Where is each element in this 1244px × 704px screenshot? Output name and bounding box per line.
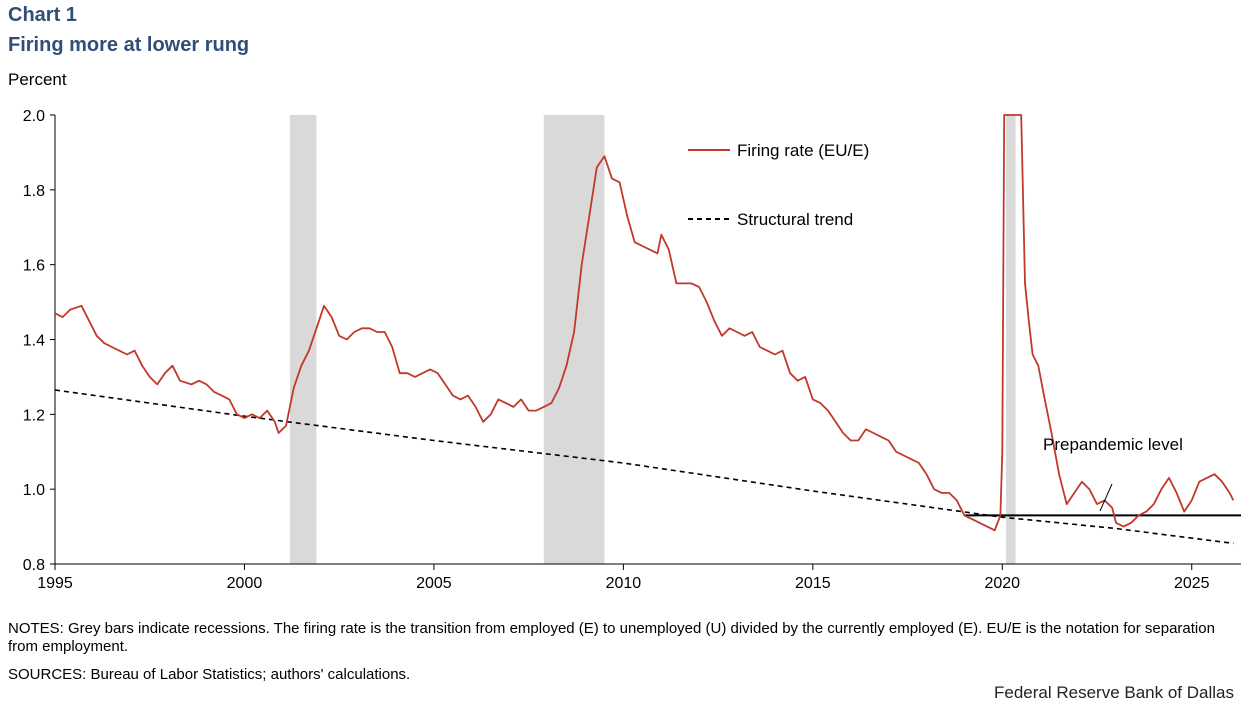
x-tick-label-0: 1995 [37, 575, 73, 592]
chart-label: Chart 1 [8, 4, 77, 26]
x-tick-label-3: 2010 [606, 575, 642, 592]
x-tick-label-2: 2005 [416, 575, 452, 592]
recession-bar-1 [543, 115, 605, 564]
chart-svg: 0.8 1.0 1.2 1.4 1.6 1.8 2.0 1995 2000 2005 2010 20… [23, 108, 1241, 592]
recession-bars [289, 115, 1016, 564]
series-firing-rate [54, 114, 1235, 532]
x-tick-label-5: 2020 [984, 575, 1020, 592]
y-tick-label-1: 1.0 [23, 482, 45, 499]
y-tick-label-2: 1.2 [23, 407, 45, 424]
legend: Firing rate (EU/E) Structural trend [688, 141, 869, 229]
x-tick-label-6: 2025 [1174, 575, 1210, 592]
footer-credit: Federal Reserve Bank of Dallas [993, 683, 1234, 702]
series-layer [54, 114, 1241, 545]
y-tick-label-4: 1.6 [23, 258, 45, 275]
x-axis: 1995 2000 2005 2010 2015 2020 2025 [37, 563, 1241, 592]
y-tick-label-3: 1.4 [23, 333, 45, 350]
y-tick-label-5: 1.8 [23, 183, 45, 200]
prepandemic-label: Prepandemic level [1043, 435, 1183, 454]
recession-bar-2 [1006, 115, 1016, 564]
legend-label-structural-trend: Structural trend [737, 210, 853, 229]
y-tick-label-6: 2.0 [23, 108, 45, 125]
sources: SOURCES: Bureau of Labor Statistics; aut… [8, 666, 411, 683]
x-tick-label-1: 2000 [227, 575, 263, 592]
notes: NOTES: Grey bars indicate recessions. Th… [8, 620, 1215, 655]
series-structural-trend [54, 389, 1234, 545]
prepandemic-pointer [1099, 483, 1113, 512]
y-axis-unit-label: Percent [8, 70, 67, 89]
x-tick-label-4: 2015 [795, 575, 831, 592]
y-tick-label-0: 0.8 [23, 557, 45, 574]
prepandemic-annotation: Prepandemic level [1043, 435, 1183, 512]
legend-label-firing-rate: Firing rate (EU/E) [737, 141, 869, 160]
chart-title: Firing more at lower rung [8, 34, 250, 56]
y-axis: 0.8 1.0 1.2 1.4 1.6 1.8 2.0 [23, 108, 56, 574]
